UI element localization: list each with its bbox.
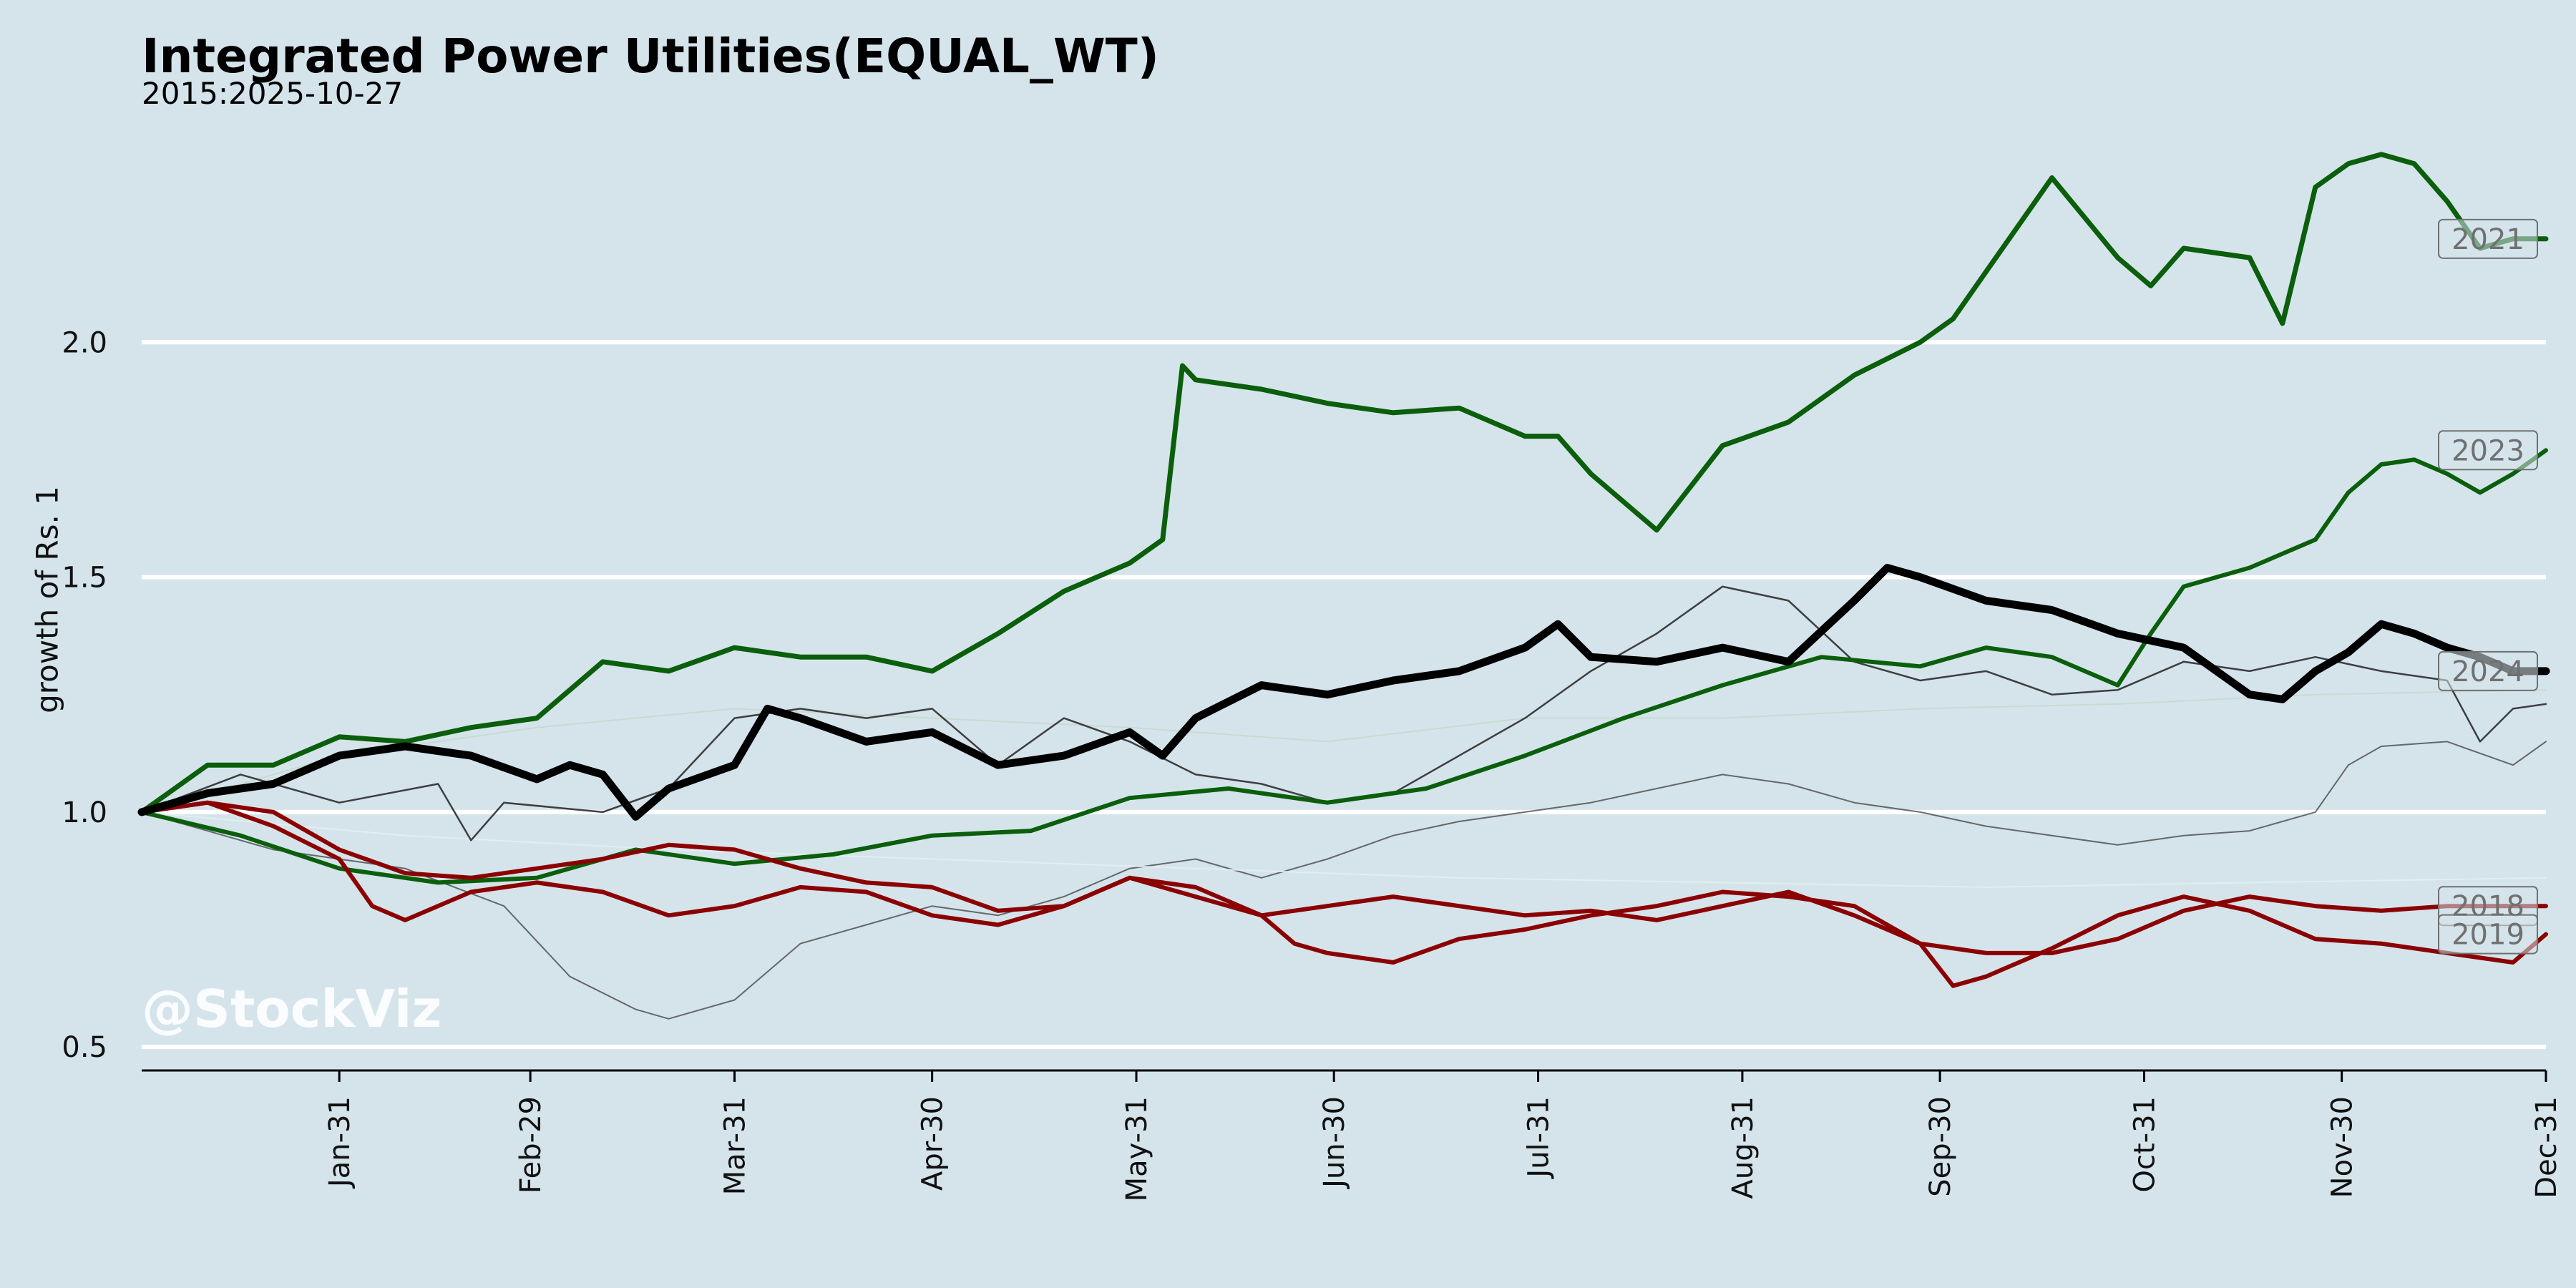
y-tick-label: 1.0	[62, 796, 107, 829]
grid-layer	[142, 340, 2546, 1050]
series-line-2019	[140, 800, 2548, 988]
chart-subtitle: 2015:2025-10-27	[142, 76, 404, 111]
x-tick-label: Dec-31	[2530, 1096, 2563, 1199]
axis-layer: 0.5 1.0 1.5 2.0 Jan-31 Feb-29 Mar-31 Apr-30 May-…	[62, 326, 2563, 1201]
y-tick-label: 0.5	[62, 1031, 107, 1064]
y-tick-label: 1.5	[62, 562, 107, 595]
chart-title: Integrated Power Utilities(EQUAL_WT)	[142, 29, 1159, 84]
x-tick-label: Jan-31	[323, 1096, 356, 1189]
year-label: 2024	[2451, 655, 2524, 688]
x-tick-label: Sep-30	[1924, 1096, 1957, 1197]
series-line	[140, 585, 2547, 841]
x-tick-label: May-31	[1121, 1096, 1153, 1201]
x-tick-label: Feb-29	[514, 1096, 547, 1194]
x-tick-label: Jun-30	[1318, 1096, 1351, 1190]
x-tick-label: Mar-31	[718, 1096, 751, 1195]
x-tick-label: Oct-31	[2128, 1096, 2161, 1193]
x-tick-label: Jul-31	[1523, 1096, 1556, 1180]
year-label: 2019	[2451, 919, 2524, 952]
series-layer	[137, 152, 2550, 1020]
x-tick-label: Nov-30	[2326, 1096, 2359, 1198]
series-line-2021	[139, 152, 2549, 815]
year-label: 2023	[2451, 434, 2524, 467]
series-line	[141, 689, 2547, 813]
year-label-box	[2438, 650, 2538, 691]
year-label: 2021	[2451, 223, 2524, 256]
y-tick-label: 2.0	[62, 326, 107, 359]
x-tick-label: Apr-30	[917, 1096, 950, 1191]
year-label-box	[2438, 430, 2538, 471]
watermark: @StockViz	[142, 979, 442, 1039]
series-line	[141, 741, 2547, 1020]
year-label-box	[2438, 914, 2538, 955]
x-tick-label: Aug-31	[1727, 1096, 1760, 1199]
series-line	[141, 811, 2547, 888]
year-label-box	[2438, 218, 2538, 259]
series-line-2018	[140, 800, 2548, 955]
series-line-2024	[137, 564, 2550, 821]
series-line-2023	[140, 448, 2548, 885]
